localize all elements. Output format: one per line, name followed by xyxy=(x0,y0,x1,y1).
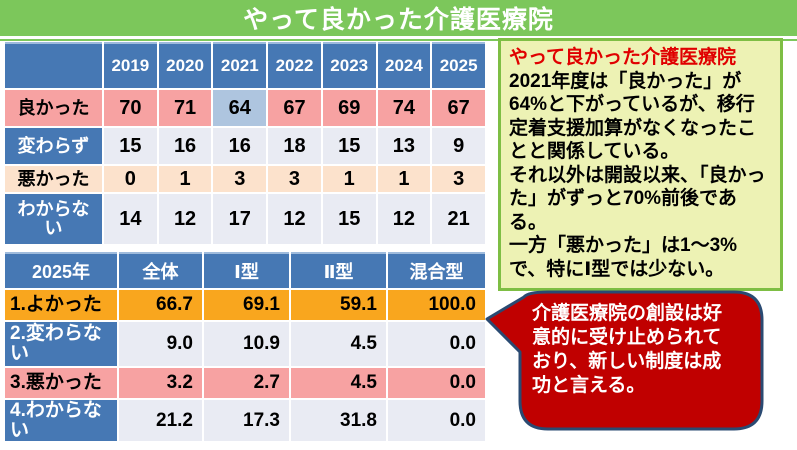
table1-cell: 16 xyxy=(158,128,212,164)
commentary-paragraph: 一方「悪かった」は1〜3% で、特にⅠ型では少ない。 xyxy=(509,235,738,280)
table1-cell: 70 xyxy=(104,90,157,126)
table2-cell: 0.0 xyxy=(388,368,485,398)
table1-cell: 67 xyxy=(268,90,321,126)
table2-row-label: 1.よかった xyxy=(5,290,117,320)
table2-cell: 3.2 xyxy=(119,368,202,398)
banner-underline xyxy=(0,39,797,41)
table1-cell: 12 xyxy=(158,194,212,244)
table1-year-header: 2023 xyxy=(322,42,376,88)
table1-cell: 13 xyxy=(377,128,431,164)
table1-cell: 12 xyxy=(268,194,321,244)
table2-row-label: 3.悪かった xyxy=(5,368,117,398)
commentary-paragraph: それ以外は開設以来、「良かった」がずっと70%前後である。 xyxy=(509,164,766,233)
table1-year-header: 2020 xyxy=(158,42,212,88)
table1-row-label: わからない xyxy=(5,194,102,244)
table2-header: 混合型 xyxy=(388,252,485,288)
table2-cell: 9.0 xyxy=(119,322,202,366)
table1-cell: 0 xyxy=(104,166,157,192)
table2-cell: 66.7 xyxy=(119,290,202,320)
table1-cell: 1 xyxy=(322,166,376,192)
table2-row-label: 2.変わらない xyxy=(5,322,117,366)
table1-corner-cell xyxy=(5,42,102,88)
speech-bubble-text: 介護医療院の創設は好意的に受け止められており、新しい制度は成功と言える。 xyxy=(532,303,723,397)
table2-header: 2025年 xyxy=(5,252,117,288)
by-type-table: 2025年 全体 Ⅰ型 Ⅱ型 混合型 1.よかった 66.7 69.1 59.1… xyxy=(5,252,485,441)
title-banner: やって良かった介護医療院 xyxy=(0,0,797,36)
table1-row-label: 良かった xyxy=(5,90,102,126)
table1-cell: 16 xyxy=(213,128,267,164)
table2-cell: 21.2 xyxy=(119,400,202,441)
table1-year-header: 2024 xyxy=(377,42,431,88)
table2-cell: 10.9 xyxy=(204,322,289,366)
table2-cell: 31.8 xyxy=(291,400,386,441)
table2-cell: 4.5 xyxy=(291,322,386,366)
table2-cell: 0.0 xyxy=(388,400,485,441)
yearly-trend-table: 2019 2020 2021 2022 2023 2024 2025 良かった … xyxy=(5,42,485,244)
commentary-title: やって良かった介護医療院 xyxy=(509,47,737,68)
table1-cell: 67 xyxy=(432,90,485,126)
table1-cell: 12 xyxy=(377,194,431,244)
commentary-paragraph: 2021年度は「良かった」が64%と下がっているが、移行定着支援加算がなくなった… xyxy=(509,70,757,163)
table1-year-header: 2021 xyxy=(213,42,267,88)
table2-header: Ⅰ型 xyxy=(204,252,289,288)
table2-cell: 0.0 xyxy=(388,322,485,366)
table2-header: Ⅱ型 xyxy=(291,252,386,288)
table1-cell: 3 xyxy=(268,166,321,192)
table1-cell: 3 xyxy=(432,166,485,192)
table1-cell: 74 xyxy=(377,90,431,126)
table2-cell: 69.1 xyxy=(204,290,289,320)
table1-year-header: 2019 xyxy=(104,42,157,88)
page-title: やって良かった介護医療院 xyxy=(243,6,554,34)
table1-cell: 15 xyxy=(322,194,376,244)
table1-cell: 17 xyxy=(213,194,267,244)
table2-row-label: 4.わからない xyxy=(5,400,117,441)
table1-cell: 69 xyxy=(322,90,376,126)
table2-cell: 17.3 xyxy=(204,400,289,441)
table2-cell: 2.7 xyxy=(204,368,289,398)
table1-cell: 1 xyxy=(377,166,431,192)
table1-cell: 14 xyxy=(104,194,157,244)
table1-cell: 3 xyxy=(213,166,267,192)
table2-cell: 4.5 xyxy=(291,368,386,398)
table1-year-header: 2025 xyxy=(432,42,485,88)
table1-cell: 18 xyxy=(268,128,321,164)
table2-cell: 100.0 xyxy=(388,290,485,320)
table1-cell: 9 xyxy=(432,128,485,164)
table2-header: 全体 xyxy=(119,252,202,288)
table1-cell-highlighted: 64 xyxy=(213,90,267,126)
table1-cell: 15 xyxy=(104,128,157,164)
table1-cell: 71 xyxy=(158,90,212,126)
table1-row-label: 変わらず xyxy=(5,128,102,164)
table1-cell: 15 xyxy=(322,128,376,164)
table1-year-header: 2022 xyxy=(268,42,321,88)
table1-cell: 21 xyxy=(432,194,485,244)
table1-row-label: 悪かった xyxy=(5,166,102,192)
commentary-box: やって良かった介護医療院 2021年度は「良かった」が64%と下がっているが、移… xyxy=(498,38,783,291)
table1-cell: 1 xyxy=(158,166,212,192)
table2-cell: 59.1 xyxy=(291,290,386,320)
